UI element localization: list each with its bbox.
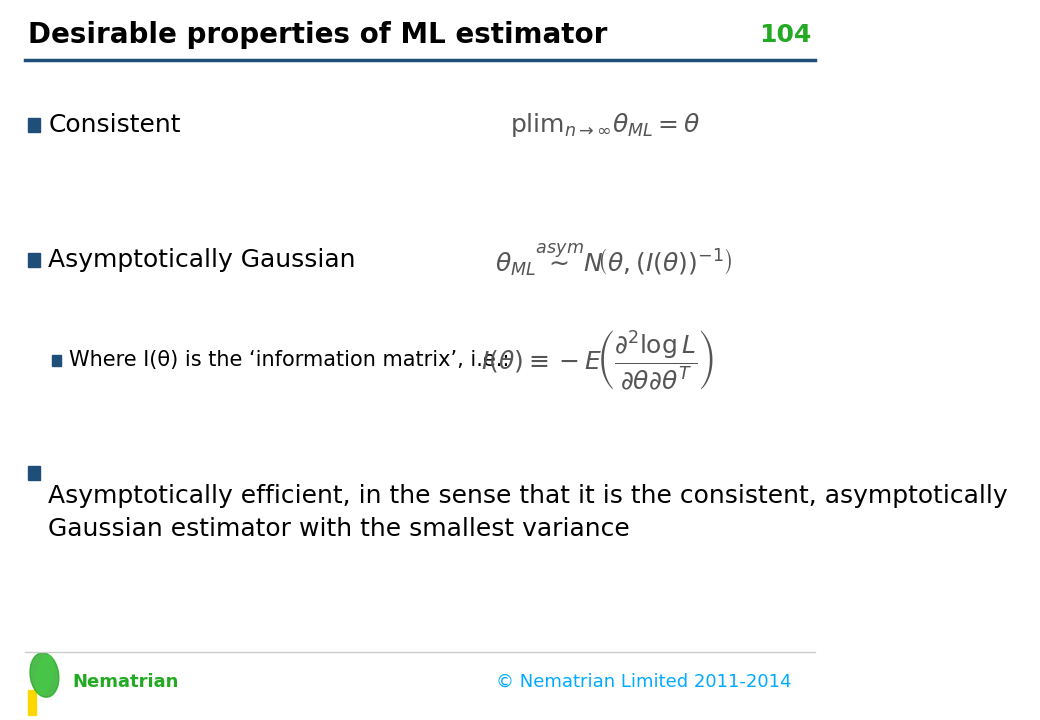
Text: 104: 104 (759, 23, 811, 47)
Text: $\mathrm{plim}_{n\rightarrow\infty}\theta_{ML} = \theta$: $\mathrm{plim}_{n\rightarrow\infty}\thet… (511, 111, 701, 139)
Text: Nematrian: Nematrian (73, 673, 179, 691)
Ellipse shape (35, 655, 53, 695)
Bar (28, 118, 40, 132)
Bar (52, 355, 61, 366)
Text: Asymptotically Gaussian: Asymptotically Gaussian (49, 248, 356, 272)
Text: Where I(θ) is the ‘information matrix’, i.e.:: Where I(θ) is the ‘information matrix’, … (69, 350, 509, 370)
Text: Asymptotically efficient, in the sense that it is the consistent, asymptotically: Asymptotically efficient, in the sense t… (49, 484, 1008, 541)
Text: $\theta_{ML} \overset{asym}{\sim} N\!\left(\theta,\left(I(\theta)\right)^{-1}\ri: $\theta_{ML} \overset{asym}{\sim} N\!\le… (495, 242, 732, 279)
Ellipse shape (30, 653, 59, 697)
Bar (28, 466, 40, 480)
Text: Consistent: Consistent (49, 113, 181, 137)
Bar (28, 690, 36, 715)
Bar (28, 253, 40, 267)
Text: Desirable properties of ML estimator: Desirable properties of ML estimator (28, 21, 607, 49)
Text: © Nematrian Limited 2011-2014: © Nematrian Limited 2011-2014 (496, 673, 791, 691)
Text: $I(\theta) \equiv -E\!\left(\dfrac{\partial^2 \log L}{\partial\theta\partial\the: $I(\theta) \equiv -E\!\left(\dfrac{\part… (482, 328, 713, 392)
